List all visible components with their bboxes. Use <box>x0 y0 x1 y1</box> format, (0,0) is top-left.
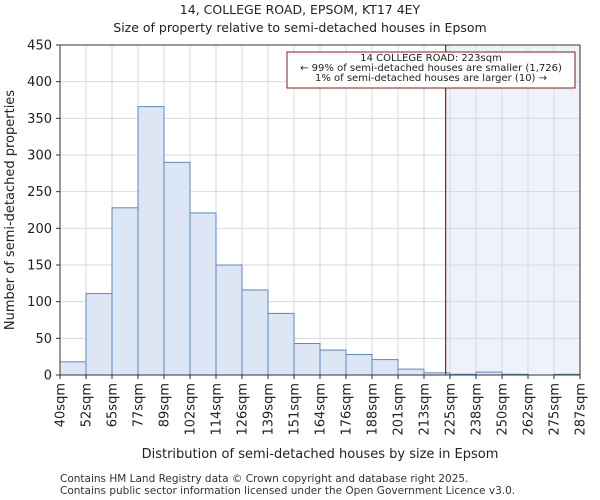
y-tick-label: 0 <box>44 369 52 384</box>
bar-40sqm <box>59 361 87 376</box>
x-tick-label: 114sqm <box>210 383 225 436</box>
bar-102sqm <box>189 212 217 376</box>
bar-188sqm <box>371 359 399 376</box>
x-tick-label: 40sqm <box>54 383 69 427</box>
y-tick-label: 450 <box>27 39 52 54</box>
bar-126sqm <box>241 289 269 376</box>
y-tick-label: 400 <box>27 75 52 90</box>
x-tick-label: 77sqm <box>132 383 147 427</box>
bar-65sqm <box>111 207 139 376</box>
annotation-line1: 14 COLLEGE ROAD: 223sqm <box>360 53 502 64</box>
x-tick-label: 89sqm <box>158 383 173 427</box>
y-tick-label: 100 <box>27 295 52 310</box>
y-tick-label: 350 <box>27 112 52 127</box>
chart-title-address: 14, COLLEGE ROAD, EPSOM, KT17 4EY <box>179 2 421 17</box>
x-tick-label: 262sqm <box>522 383 537 436</box>
annotation-box <box>286 51 576 89</box>
bar-151sqm <box>293 342 321 376</box>
y-tick-label: 250 <box>27 185 52 200</box>
y-tick-label: 200 <box>27 222 52 237</box>
x-tick-label: 139sqm <box>262 383 277 436</box>
bar-139sqm <box>267 312 295 376</box>
bar-77sqm <box>137 106 165 376</box>
footer-licence: Contains public sector information licen… <box>60 485 516 497</box>
x-tick-label: 164sqm <box>314 383 329 436</box>
chart-subtitle: Size of property relative to semi-detach… <box>113 20 487 35</box>
bar-52sqm <box>85 293 113 376</box>
x-tick-label: 102sqm <box>184 383 199 436</box>
annotation-line2: ← 99% of semi-detached houses are smalle… <box>300 63 562 74</box>
x-tick-label: 287sqm <box>574 383 589 436</box>
y-axis-title: Number of semi-detached properties <box>3 90 18 330</box>
x-tick-label: 275sqm <box>548 383 563 436</box>
x-tick-label: 213sqm <box>418 383 433 436</box>
x-tick-label: 126sqm <box>236 383 251 436</box>
bar-89sqm <box>163 161 191 376</box>
y-tick-label: 300 <box>27 149 52 164</box>
footer-copyright: Contains HM Land Registry data © Crown c… <box>60 473 469 485</box>
x-tick-label: 65sqm <box>106 383 121 427</box>
x-tick-label: 238sqm <box>470 383 485 436</box>
x-tick-label: 151sqm <box>288 383 303 436</box>
y-tick-label: 50 <box>35 332 52 347</box>
x-tick-label: 52sqm <box>80 383 95 427</box>
bar-114sqm <box>215 264 243 376</box>
bar-164sqm <box>319 349 347 376</box>
larger-region-highlight <box>445 45 580 375</box>
x-tick-label: 250sqm <box>496 383 511 436</box>
x-tick-label: 176sqm <box>340 383 355 436</box>
bar-176sqm <box>345 353 373 376</box>
annotation-line3: 1% of semi-detached houses are larger (1… <box>315 73 547 84</box>
y-tick-label: 150 <box>27 259 52 274</box>
x-axis-title: Distribution of semi-detached houses by … <box>142 447 499 462</box>
bar-201sqm <box>397 368 425 376</box>
x-tick-label: 201sqm <box>392 383 407 436</box>
x-tick-label: 188sqm <box>366 383 381 436</box>
x-tick-label: 225sqm <box>444 383 459 436</box>
